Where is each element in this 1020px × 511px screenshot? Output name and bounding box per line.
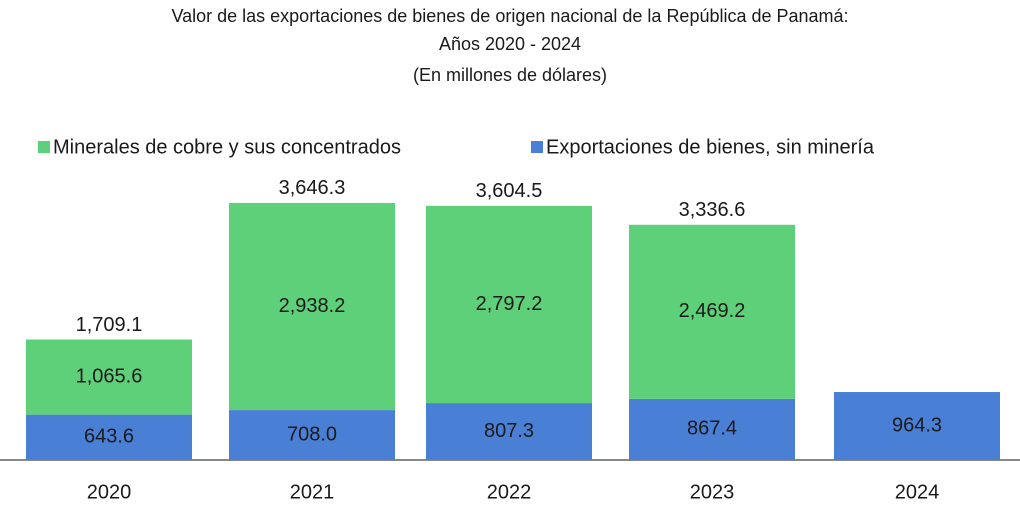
chart-subtitle: (En millones de dólares) xyxy=(413,65,607,85)
total-label: 3,646.3 xyxy=(279,177,346,199)
legend-label: Minerales de cobre y sus concentrados xyxy=(53,136,401,158)
bar-segment xyxy=(26,414,192,460)
chart-title: Valor de las exportaciones de bienes de … xyxy=(171,6,848,26)
bar-segment xyxy=(629,398,795,460)
legend-swatch xyxy=(38,141,50,153)
bar-segment xyxy=(426,403,592,460)
bar-segment xyxy=(834,392,1000,460)
value-label: 2,469.2 xyxy=(679,300,746,322)
x-tick-label: 2022 xyxy=(487,481,532,503)
bar-segment xyxy=(629,224,795,399)
x-tick-label: 2023 xyxy=(690,481,735,503)
x-tick-label: 2021 xyxy=(290,481,335,503)
value-label: 2,797.2 xyxy=(476,293,543,315)
value-label: 2,938.2 xyxy=(279,295,346,317)
x-tick-label: 2024 xyxy=(895,481,940,503)
value-label: 964.3 xyxy=(892,414,942,436)
bar-segment xyxy=(229,410,395,460)
total-label: 3,336.6 xyxy=(679,199,746,221)
value-label: 643.6 xyxy=(84,426,134,448)
bar-segment xyxy=(426,205,592,404)
value-label: 807.3 xyxy=(484,420,534,442)
bar-segment xyxy=(229,202,395,411)
legend-swatch xyxy=(531,141,543,153)
value-label: 1,065.6 xyxy=(76,365,143,387)
x-tick-label: 2020 xyxy=(87,481,132,503)
value-label: 708.0 xyxy=(287,423,337,445)
legend-label: Exportaciones de bienes, sin minería xyxy=(546,136,875,158)
total-label: 1,709.1 xyxy=(76,314,143,336)
chart-title: Años 2020 - 2024 xyxy=(439,34,581,54)
value-label: 867.4 xyxy=(687,418,737,440)
bar-segment xyxy=(26,339,192,415)
total-label: 3,604.5 xyxy=(476,180,543,202)
